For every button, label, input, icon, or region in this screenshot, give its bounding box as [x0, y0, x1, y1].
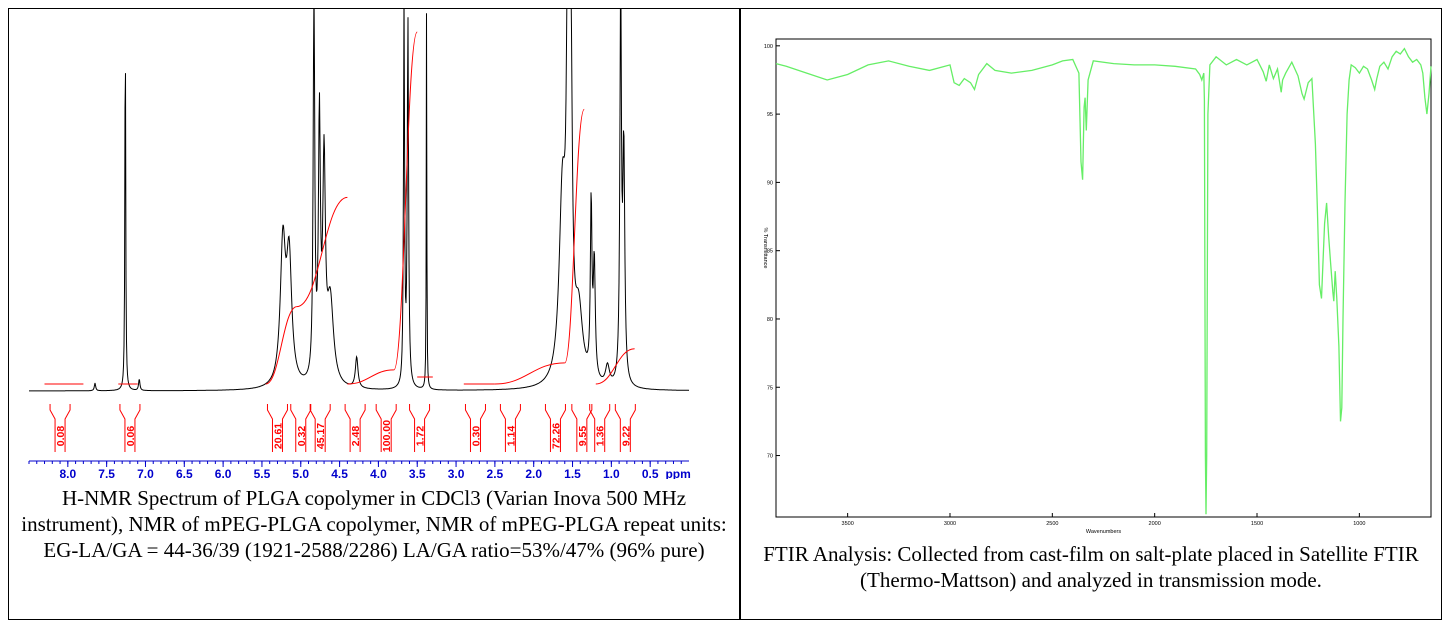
nmr-bracket-line-8	[464, 404, 486, 452]
nmr-integral-label-7: 1.72	[415, 426, 427, 447]
ftir-x-tick-label-3: 2000	[1149, 521, 1161, 527]
nmr-integral-bracket-12: 1.36	[589, 404, 611, 452]
nmr-x-tick-label-12: 2.0	[525, 467, 542, 479]
ftir-y-tick-label-1: 95	[767, 112, 773, 118]
nmr-bracket-line-1	[119, 404, 141, 452]
ftir-y-tick-label-6: 70	[767, 454, 773, 460]
nmr-integral-bracket-4: 45.17	[309, 404, 331, 452]
ftir-y-tick-label-0: 100	[764, 44, 773, 50]
nmr-integral-bracket-11: 9.55	[571, 404, 593, 452]
nmr-integral-label-0: 0.08	[55, 426, 67, 447]
nmr-integral-bracket-8: 0.30	[464, 404, 486, 452]
nmr-integral-bracket-9: 1.14	[499, 404, 521, 452]
nmr-bracket-line-0	[49, 404, 71, 452]
nmr-chart: 0.08 0.06 20.61 0.32 45.17 2.48 100.00 1.72 0.30…	[28, 9, 691, 479]
nmr-bracket-line-12	[589, 404, 611, 452]
nmr-integral-curve-10	[595, 348, 635, 385]
ftir-x-axis-label: Wavenumbers	[1086, 529, 1122, 535]
nmr-x-tick-label-14: 1.0	[603, 467, 620, 479]
nmr-integral-bracket-6: 100.00	[375, 404, 397, 452]
nmr-integral-label-6: 100.00	[381, 420, 393, 452]
nmr-integral-bracket-13: 9.22	[614, 404, 636, 452]
nmr-integral-label-2: 20.61	[272, 423, 284, 449]
nmr-integral-bracket-7: 1.72	[409, 404, 431, 452]
nmr-integral-label-4: 45.17	[315, 423, 327, 449]
ftir-x-tick-label-0: 3500	[842, 521, 854, 527]
nmr-integral-label-3: 0.32	[296, 426, 308, 447]
ftir-x-tick-label-2: 2500	[1046, 521, 1058, 527]
nmr-panel: 0.08 0.06 20.61 0.32 45.17 2.48 100.00 1.72 0.30…	[8, 8, 740, 620]
ftir-y-tick-label-2: 90	[767, 180, 773, 186]
nmr-x-tick-label-2: 7.0	[137, 467, 154, 479]
nmr-bracket-line-3	[290, 404, 312, 452]
ftir-caption: FTIR Analysis: Collected from cast-film …	[763, 542, 1419, 592]
nmr-integral-label-5: 2.48	[350, 426, 362, 447]
nmr-bracket-line-11	[571, 404, 593, 452]
nmr-x-axis-label: ppm	[665, 467, 690, 479]
nmr-bracket-line-6	[375, 404, 397, 452]
nmr-integral-label-9: 1.14	[505, 426, 517, 447]
ftir-y-axis-label: % Transmittance	[762, 228, 768, 269]
nmr-x-tick-label-1: 7.5	[98, 467, 115, 479]
ftir-y-tick-label-5: 75	[767, 385, 773, 391]
nmr-x-tick-label-13: 1.5	[564, 467, 581, 479]
ftir-x-tick-label-1: 3000	[944, 521, 956, 527]
nmr-bracket-line-4	[309, 404, 331, 452]
nmr-integral-curve-4	[347, 369, 394, 385]
nmr-bracket-line-5	[344, 404, 366, 452]
nmr-bracket-line-13	[614, 404, 636, 452]
nmr-x-tick-label-11: 2.5	[487, 467, 504, 479]
ftir-panel: 100 95 90 85 80 75 70 3500 3000 2500 2000 1500 1000 W…	[740, 8, 1442, 620]
ftir-x-tick-label-5: 1000	[1353, 521, 1365, 527]
nmr-bracket-line-2	[266, 404, 288, 452]
nmr-x-tick-label-7: 4.5	[331, 467, 348, 479]
nmr-integral-curve-3	[296, 196, 348, 308]
nmr-integral-label-12: 1.36	[595, 426, 607, 447]
nmr-x-tick-label-6: 5.0	[292, 467, 309, 479]
ftir-y-tick-label-3: 85	[767, 249, 773, 255]
ftir-chart: 100 95 90 85 80 75 70 3500 3000 2500 2000 1500 1000 W…	[762, 38, 1432, 535]
nmr-x-tick-label-15: 0.5	[642, 467, 659, 479]
nmr-integral-label-10: 72.26	[550, 423, 562, 449]
nmr-bracket-line-9	[499, 404, 521, 452]
nmr-x-tick-label-10: 3.0	[448, 467, 465, 479]
nmr-integral-curve-8	[494, 362, 565, 385]
ftir-y-tick-label-4: 80	[767, 317, 773, 323]
nmr-integral-label-13: 9.22	[620, 426, 632, 447]
ftir-plot-frame	[775, 38, 1432, 518]
nmr-bracket-line-7	[409, 404, 431, 452]
nmr-x-tick-label-8: 4.0	[370, 467, 387, 479]
ftir-spectrum-line	[775, 47, 1432, 515]
nmr-x-tick-label-9: 3.5	[409, 467, 426, 479]
nmr-integral-bracket-1: 0.06	[119, 404, 141, 452]
ftir-x-tick-label-4: 1500	[1251, 521, 1263, 527]
nmr-integral-bracket-0: 0.08	[49, 404, 71, 452]
nmr-integral-curve-2	[265, 306, 298, 385]
nmr-bracket-line-10	[544, 404, 566, 452]
nmr-integral-curve-5	[393, 31, 418, 371]
nmr-integral-bracket-10: 72.26	[544, 404, 566, 452]
nmr-integral-label-1: 0.06	[125, 426, 137, 447]
nmr-integral-label-8: 0.30	[470, 426, 482, 447]
nmr-x-tick-label-3: 6.5	[176, 467, 193, 479]
nmr-caption: H-NMR Spectrum of PLGA copolymer in CDCl…	[21, 486, 727, 562]
nmr-integral-bracket-5: 2.48	[344, 404, 366, 452]
nmr-spectrum-line	[29, 9, 690, 392]
nmr-x-tick-label-0: 8.0	[59, 467, 76, 479]
nmr-x-tick-label-5: 5.5	[254, 467, 271, 479]
nmr-integral-bracket-3: 0.32	[290, 404, 312, 452]
nmr-integral-label-11: 9.55	[577, 426, 589, 447]
nmr-integral-bracket-2: 20.61	[266, 404, 288, 452]
nmr-integral-curve-9	[564, 108, 585, 364]
nmr-x-tick-label-4: 6.0	[215, 467, 232, 479]
